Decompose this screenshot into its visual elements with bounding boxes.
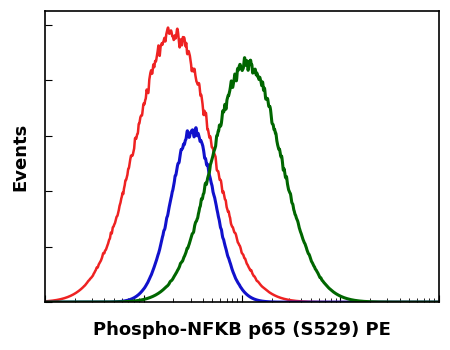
X-axis label: Phospho-NFKB p65 (S529) PE: Phospho-NFKB p65 (S529) PE xyxy=(93,321,391,339)
Y-axis label: Events: Events xyxy=(11,122,29,191)
